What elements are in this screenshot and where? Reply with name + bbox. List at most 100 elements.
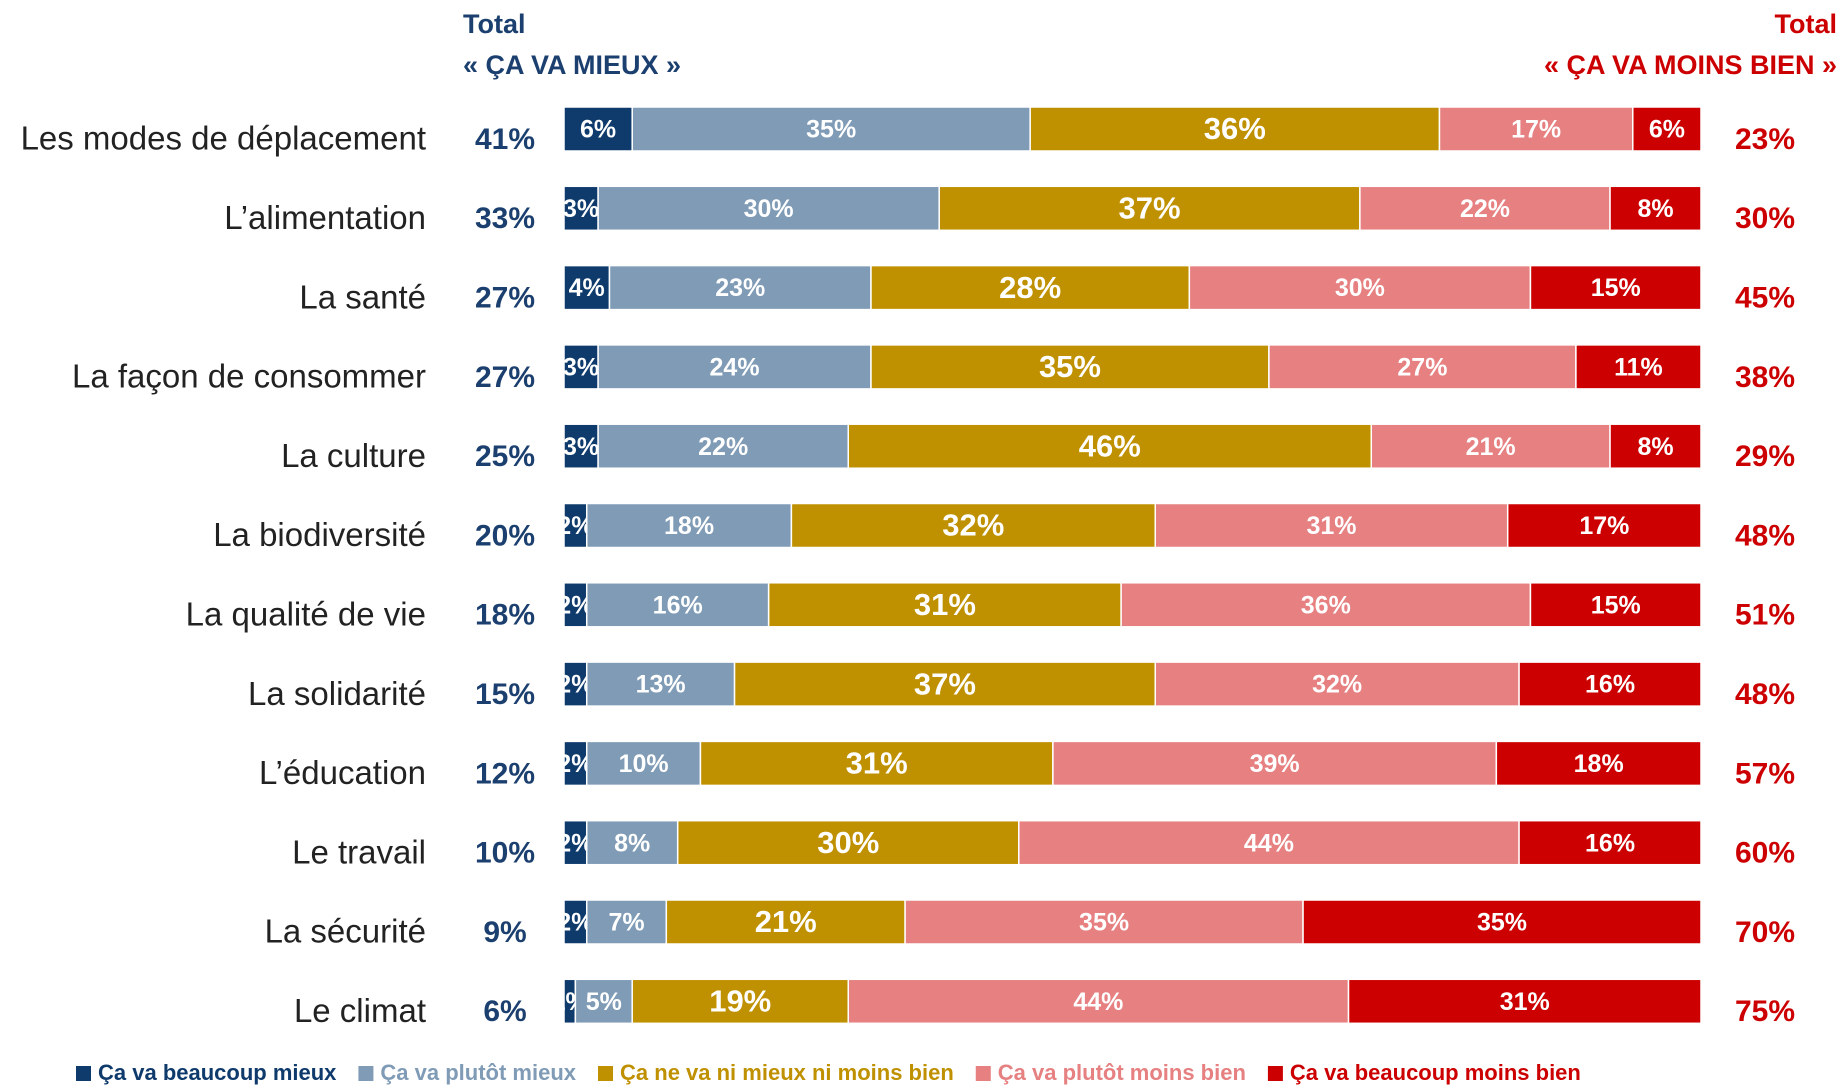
- bar-segment: [938, 185, 1361, 232]
- data-label: 23%: [715, 274, 765, 302]
- data-label: 15%: [1591, 274, 1641, 302]
- total-value: 27%: [475, 361, 535, 394]
- bar-segment: [585, 502, 793, 549]
- data-label: 30%: [817, 825, 879, 860]
- total-value: 9%: [483, 916, 526, 949]
- bar-segment: [585, 582, 770, 628]
- bar-segment: [790, 502, 1156, 549]
- bar-segment: [904, 899, 1304, 945]
- total-value: 25%: [475, 440, 535, 473]
- legend-swatch: [598, 1066, 614, 1081]
- bar-segment: [1120, 582, 1532, 628]
- bar-segment: [767, 582, 1122, 628]
- data-label: 18%: [1574, 750, 1624, 778]
- legend-label: Ça ne va ni mieux ni moins bien: [620, 1060, 954, 1085]
- total-value: 20%: [475, 519, 535, 552]
- data-label: 35%: [1477, 909, 1527, 937]
- data-label: 35%: [1039, 349, 1101, 384]
- category-label: La santé: [299, 278, 426, 315]
- bar-segment: [1268, 344, 1577, 390]
- data-label: 21%: [1466, 433, 1516, 461]
- bar-segment: [1018, 819, 1520, 866]
- data-label: 8%: [1637, 195, 1673, 223]
- data-label: 21%: [755, 904, 817, 939]
- data-label: 3%: [563, 433, 599, 461]
- legend-label: Ça va plutôt moins bien: [998, 1060, 1246, 1085]
- data-label: 13%: [636, 671, 686, 699]
- bar-segment: [676, 819, 1020, 866]
- category-label: Le travail: [292, 833, 426, 870]
- data-label: 36%: [1301, 591, 1351, 619]
- data-label: 18%: [664, 512, 714, 540]
- bar-segment: [1575, 344, 1702, 390]
- total-value: 41%: [475, 123, 535, 156]
- data-label: 39%: [1250, 750, 1300, 778]
- data-label: 6%: [580, 116, 616, 144]
- legend-swatch: [76, 1066, 91, 1081]
- total-value: 57%: [1735, 757, 1795, 790]
- data-label: 16%: [1585, 829, 1635, 857]
- data-label: 16%: [1585, 671, 1635, 699]
- data-label: 31%: [914, 587, 976, 622]
- data-label: 31%: [1500, 988, 1550, 1016]
- data-label: 37%: [1119, 190, 1181, 225]
- bar-segment: [1154, 502, 1509, 549]
- data-label: 44%: [1073, 988, 1123, 1016]
- bar-segment: [585, 899, 668, 945]
- bar-segment: [1506, 502, 1702, 549]
- data-label: 3%: [563, 354, 599, 382]
- bar-segment: [665, 899, 906, 945]
- category-label: L’alimentation: [224, 199, 426, 236]
- data-label: 31%: [1306, 512, 1356, 540]
- total-value: 48%: [1735, 519, 1795, 552]
- legend-swatch: [1267, 1066, 1283, 1081]
- total-value: 60%: [1735, 837, 1795, 870]
- bar-segment: [563, 185, 599, 232]
- legend-label: Ça va beaucoup mieux: [98, 1060, 337, 1085]
- data-label: 10%: [619, 750, 669, 778]
- total-value: 23%: [1735, 123, 1795, 156]
- category-label: Les modes de déplacement: [21, 120, 426, 157]
- bar-segment: [1188, 264, 1532, 311]
- bar-segment: [870, 344, 1270, 390]
- bar-segment: [574, 978, 633, 1025]
- bar-segment: [585, 740, 702, 787]
- bar-segment: [597, 185, 940, 232]
- total-header: Total: [1775, 9, 1838, 39]
- legend-label: Ça va plutôt mieux: [380, 1060, 576, 1085]
- data-label: 17%: [1511, 116, 1561, 144]
- bar-segment: [1518, 661, 1702, 707]
- data-label: 4%: [569, 274, 605, 302]
- bar-segment: [1347, 978, 1702, 1025]
- data-label: 16%: [653, 591, 703, 619]
- data-label: 7%: [608, 909, 644, 937]
- data-label: 35%: [806, 116, 856, 144]
- data-label: 35%: [1079, 909, 1129, 937]
- total-header: « ÇA VA MIEUX »: [463, 50, 681, 80]
- bar-segment: [733, 661, 1156, 707]
- bar-segment: [1359, 185, 1611, 232]
- data-label: 8%: [1637, 433, 1673, 461]
- data-label: 17%: [1579, 512, 1629, 540]
- data-label: 11%: [1614, 354, 1663, 382]
- data-label: 30%: [1335, 274, 1385, 302]
- bar-segment: [699, 740, 1054, 787]
- data-label: 31%: [846, 746, 908, 781]
- total-value: 29%: [1735, 440, 1795, 473]
- total-value: 70%: [1735, 916, 1795, 949]
- data-label: 44%: [1244, 829, 1294, 857]
- bar-segment: [1632, 106, 1702, 152]
- bar-segment: [847, 423, 1373, 469]
- total-value: 51%: [1735, 599, 1795, 632]
- data-label: 24%: [710, 354, 760, 382]
- category-label: La qualité de vie: [186, 596, 426, 633]
- data-label: 36%: [1204, 111, 1266, 146]
- bar-segment: [597, 423, 849, 469]
- total-value: 12%: [475, 757, 535, 790]
- total-value: 15%: [475, 678, 535, 711]
- category-label: La biodiversité: [213, 516, 426, 553]
- total-value: 75%: [1735, 995, 1795, 1028]
- data-label: 15%: [1591, 591, 1641, 619]
- total-value: 6%: [483, 995, 526, 1028]
